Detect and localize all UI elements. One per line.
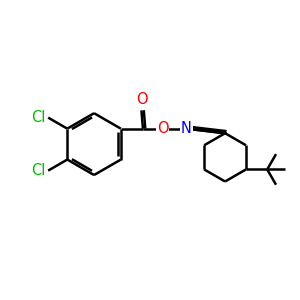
Text: Cl: Cl — [32, 163, 46, 178]
Text: N: N — [181, 121, 192, 136]
Text: O: O — [157, 121, 169, 136]
Text: O: O — [136, 92, 147, 107]
Text: Cl: Cl — [32, 110, 46, 125]
